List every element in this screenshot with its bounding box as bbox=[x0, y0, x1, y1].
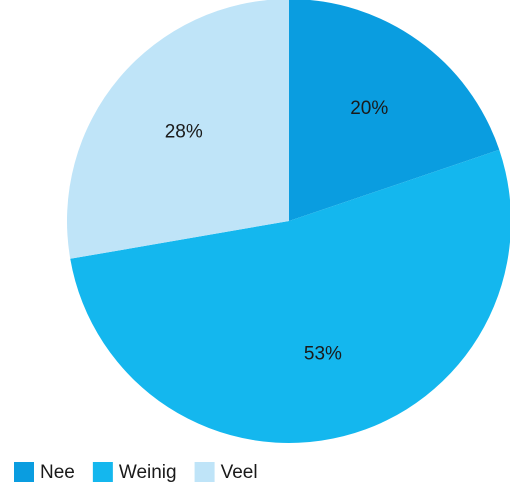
legend-label: Nee bbox=[40, 462, 75, 483]
pie-slice bbox=[289, 0, 500, 221]
legend-swatch bbox=[92, 462, 113, 482]
legend-label: Weinig bbox=[119, 462, 177, 483]
pie-slice bbox=[67, 0, 289, 259]
legend-label: Veel bbox=[221, 462, 258, 483]
value-label: 28% bbox=[165, 121, 203, 142]
legend-swatch bbox=[14, 462, 34, 482]
legend-swatch bbox=[194, 462, 215, 482]
value-label: 20% bbox=[350, 98, 388, 119]
value-label: 53% bbox=[304, 343, 342, 364]
pie-slice bbox=[70, 149, 510, 443]
